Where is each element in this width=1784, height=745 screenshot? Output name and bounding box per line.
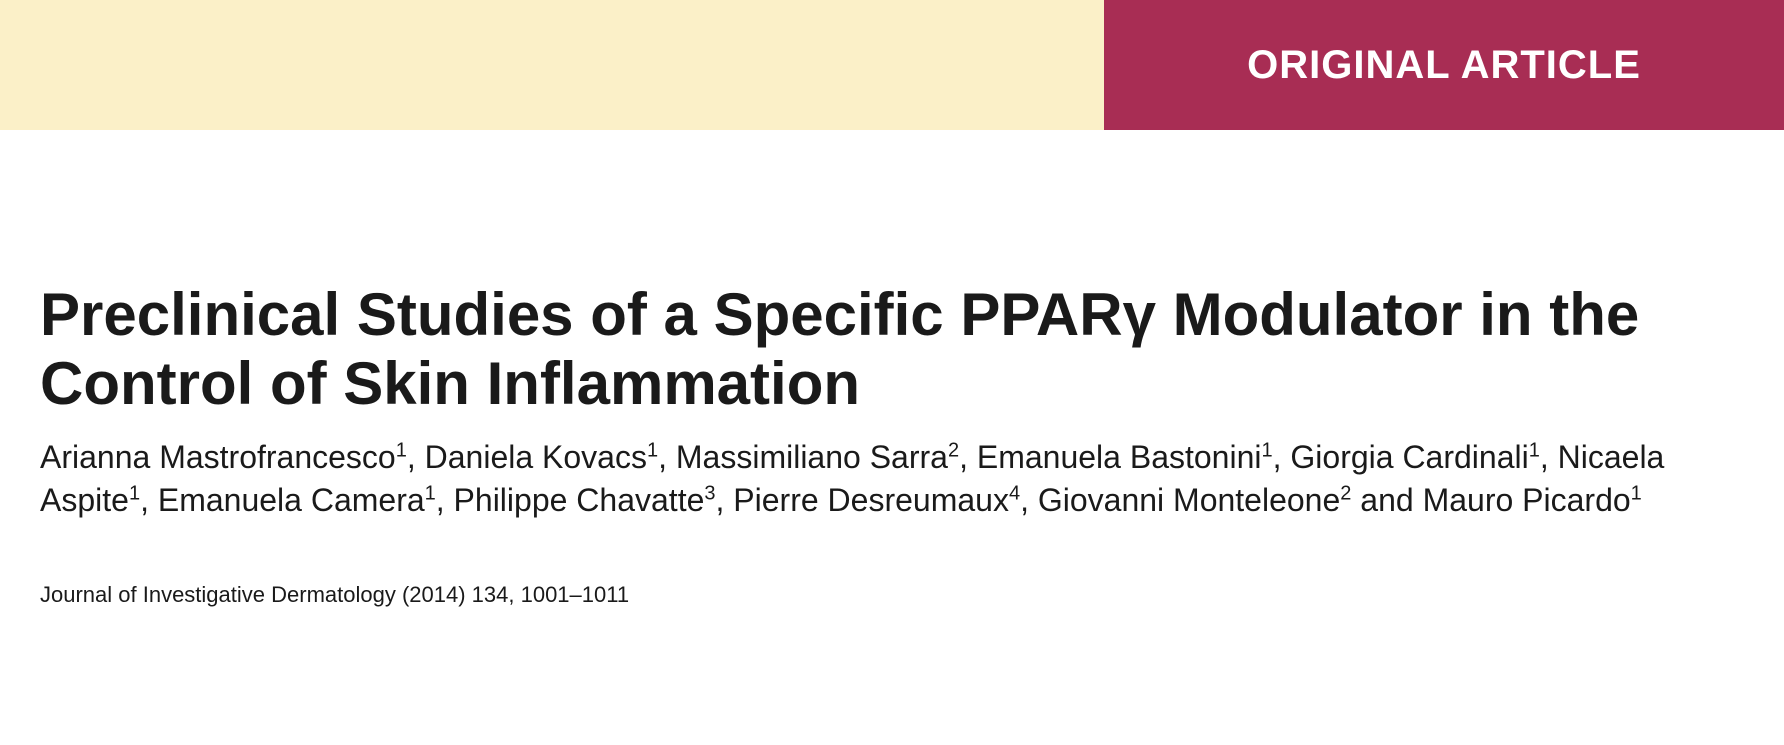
- header-band: ORIGINAL ARTICLE: [0, 0, 1784, 130]
- citation-line: Journal of Investigative Dermatology (20…: [40, 582, 1744, 608]
- header-left-block: [0, 0, 1104, 130]
- header-right-block: ORIGINAL ARTICLE: [1104, 0, 1784, 130]
- article-title: Preclinical Studies of a Specific PPARγ …: [40, 280, 1744, 418]
- author-list: Arianna Mastrofrancesco1, Daniela Kovacs…: [40, 436, 1744, 522]
- article-content: Preclinical Studies of a Specific PPARγ …: [0, 130, 1784, 608]
- article-type-label: ORIGINAL ARTICLE: [1247, 43, 1641, 88]
